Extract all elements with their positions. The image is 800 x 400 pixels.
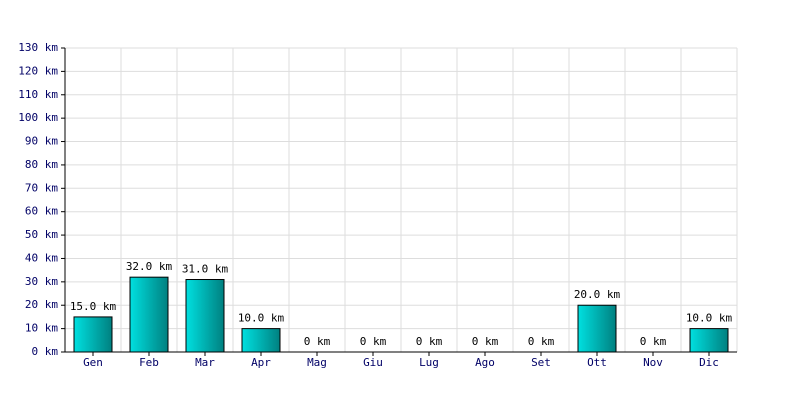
- x-tick-label: Set: [531, 356, 551, 369]
- y-tick-label: 0 km: [32, 345, 59, 358]
- value-label: 10.0 km: [686, 312, 733, 325]
- bar: [73, 316, 113, 353]
- x-tick-label: Ott: [587, 356, 607, 369]
- value-label: 0 km: [528, 335, 555, 348]
- y-tick-label: 10 km: [25, 322, 58, 335]
- value-label: 0 km: [360, 335, 387, 348]
- value-label: 20.0 km: [574, 288, 621, 301]
- x-tick-label: Ago: [475, 356, 495, 369]
- x-tick-label: Mar: [195, 356, 215, 369]
- value-label: 0 km: [416, 335, 443, 348]
- x-tick-label: Lug: [419, 356, 439, 369]
- value-label: 0 km: [640, 335, 667, 348]
- value-label: 32.0 km: [126, 260, 173, 273]
- y-tick-label: 40 km: [25, 251, 58, 264]
- bar: [689, 328, 729, 353]
- bar: [129, 276, 169, 353]
- x-tick-label: Dic: [699, 356, 719, 369]
- y-tick-label: 30 km: [25, 275, 58, 288]
- bar: [185, 279, 225, 353]
- y-tick-label: 120 km: [18, 64, 58, 77]
- value-label: 15.0 km: [70, 300, 117, 313]
- value-label: 0 km: [472, 335, 499, 348]
- x-tick-label: Giu: [363, 356, 383, 369]
- bar: [577, 304, 617, 353]
- x-tick-label: Nov: [643, 356, 663, 369]
- x-tick-label: Feb: [139, 356, 159, 369]
- y-tick-label: 130 km: [18, 41, 58, 54]
- y-tick-label: 50 km: [25, 228, 58, 241]
- y-tick-label: 110 km: [18, 88, 58, 101]
- y-tick-label: 20 km: [25, 298, 58, 311]
- y-tick-label: 90 km: [25, 135, 58, 148]
- y-tick-label: 60 km: [25, 205, 58, 218]
- y-tick-label: 70 km: [25, 181, 58, 194]
- bar: [241, 328, 281, 353]
- value-label: 10.0 km: [238, 312, 285, 325]
- x-tick-label: Mag: [307, 356, 327, 369]
- value-label: 0 km: [304, 335, 331, 348]
- x-tick-label: Apr: [251, 356, 271, 369]
- x-tick-label: Gen: [83, 356, 103, 369]
- value-label: 31.0 km: [182, 263, 229, 276]
- y-tick-label: 100 km: [18, 111, 58, 124]
- y-tick-label: 80 km: [25, 158, 58, 171]
